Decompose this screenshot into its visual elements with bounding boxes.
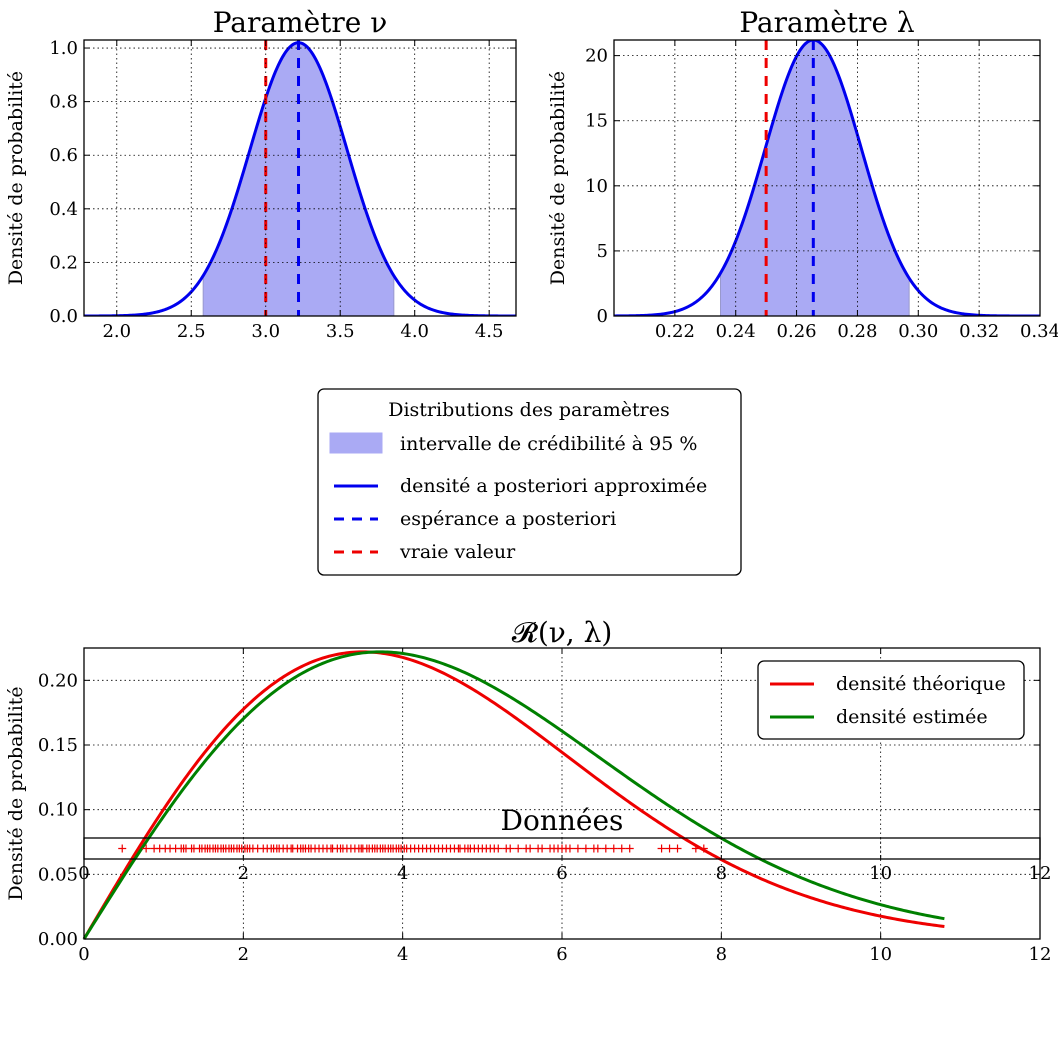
data-point <box>657 844 666 853</box>
data-point <box>601 844 610 853</box>
plot-area <box>84 40 516 316</box>
rayleigh-legend: densité théorique densité estimée <box>757 660 1025 740</box>
x-tick-label: 4.0 <box>400 321 429 342</box>
legend-title: Distributions des paramètres <box>388 399 670 421</box>
data-point <box>142 844 151 853</box>
data-point <box>565 844 574 853</box>
y-tick-label: 10 <box>585 176 608 197</box>
x-tick-label: 4 <box>397 863 408 884</box>
rayleigh-legend-label-estimated: densité estimée <box>836 706 988 728</box>
panel-lambda: 0.22 0.24 0.26 0.28 0.30 0.32 0.34 0 5 10 15 20 Para… <box>547 6 1058 342</box>
panel-rayleigh-density: 0 2 4 6 8 10 12 0.00 0.05 0.10 0.15 0.20 𝓡(ν, λ) Dens… <box>5 616 1051 965</box>
x-tick-label: 12 <box>1029 944 1052 965</box>
plot-frame <box>613 39 1041 317</box>
data-point <box>617 844 626 853</box>
y-tick-label: 0.0 <box>49 306 78 327</box>
data-point <box>699 844 708 853</box>
data-point <box>609 844 618 853</box>
data-point <box>118 844 127 853</box>
x-tick-label: 3.0 <box>251 321 280 342</box>
x-tick-label: 0.28 <box>837 321 877 342</box>
legend-swatch-credible-interval <box>329 432 383 454</box>
data-point <box>526 844 535 853</box>
x-tick-label: 0.32 <box>959 321 999 342</box>
y-tick-label: 0.05 <box>38 864 78 885</box>
x-tick-label: 4.5 <box>475 321 504 342</box>
plot-frame <box>83 647 1041 940</box>
data-point <box>538 844 547 853</box>
y-tick-label: 5 <box>597 241 608 262</box>
plot-frame <box>83 837 1041 860</box>
data-point <box>581 844 590 853</box>
chart-title: Paramètre ν <box>213 6 388 39</box>
x-tick-label: 4 <box>397 944 408 965</box>
y-tick-label: 0 <box>597 306 608 327</box>
y-tick-label: 0.8 <box>49 92 78 113</box>
y-tick-label: 0.20 <box>38 670 78 691</box>
legend-label-credible-interval: intervalle de crédibilité à 95 % <box>400 433 697 455</box>
data-point <box>573 844 582 853</box>
x-tick-label: 0.24 <box>716 321 756 342</box>
parameter-legend: Distributions des paramètres intervalle … <box>317 388 742 576</box>
posterior-density-curve <box>614 40 1040 316</box>
x-tick-label: 3.5 <box>326 321 355 342</box>
y-tick-label: 0.00 <box>38 929 78 950</box>
panel-nu: 2.0 2.5 3.0 3.5 4.0 4.5 0.0 0.2 0.4 0.6 0.8 1.0 Para… <box>5 6 517 342</box>
x-tick-label: 6 <box>556 944 567 965</box>
y-tick-label: 1.0 <box>49 38 78 59</box>
y-axis-label: Densité de probabilité <box>5 686 27 900</box>
x-tick-label: 2 <box>238 863 249 884</box>
data-point <box>665 844 674 853</box>
rayleigh-legend-label-theoretical: densité théorique <box>836 673 1006 695</box>
plot-area <box>614 40 1040 316</box>
y-tick-label: 0.4 <box>49 199 78 220</box>
theoretical-density-curve <box>82 650 945 940</box>
x-tick-label: 6 <box>556 863 567 884</box>
x-tick-label: 10 <box>869 863 892 884</box>
data-point <box>673 844 682 853</box>
x-tick-label: 2.0 <box>102 321 131 342</box>
legend-frame <box>317 388 742 576</box>
data-point <box>625 844 634 853</box>
x-tick-label: 0 <box>78 944 89 965</box>
legend-label-posterior-density: densité a posteriori approximée <box>400 475 707 497</box>
y-tick-label: 0.6 <box>49 145 78 166</box>
data-point <box>691 844 700 853</box>
x-tick-label: 2.5 <box>177 321 206 342</box>
y-axis-label: Densité de probabilité <box>5 71 27 285</box>
data-point <box>506 844 515 853</box>
chart-title: Paramètre λ <box>739 6 914 39</box>
x-tick-label: 8 <box>716 944 727 965</box>
y-axis-label: Densité de probabilité <box>547 71 569 285</box>
credible-interval-area <box>720 40 910 316</box>
legend-label-posterior-mean: espérance a posteriori <box>400 508 616 530</box>
chart-title: Données <box>501 804 624 837</box>
rayleigh-legend-frame <box>757 660 1025 740</box>
x-tick-label: 0.30 <box>898 321 938 342</box>
y-tick-label: 20 <box>585 46 608 67</box>
y-tick-label: 0.10 <box>38 800 78 821</box>
x-tick-label: 0.26 <box>777 321 817 342</box>
y-tick-label: 0.2 <box>49 252 78 273</box>
legend-label-true-value: vraie valeur <box>399 541 516 563</box>
data-point <box>514 844 523 853</box>
x-tick-label: 12 <box>1029 863 1052 884</box>
data-point <box>593 844 602 853</box>
data-point <box>494 844 503 853</box>
panel-data: 0 2 4 6 8 10 12 Données <box>78 804 1051 884</box>
x-tick-label: 0.34 <box>1020 321 1058 342</box>
x-tick-label: 0.22 <box>655 321 695 342</box>
estimated-density-curve <box>82 650 945 940</box>
y-tick-label: 0.15 <box>38 735 78 756</box>
y-tick-label: 15 <box>585 111 608 132</box>
plot-frame <box>83 39 517 317</box>
x-tick-label: 8 <box>716 863 727 884</box>
x-tick-label: 2 <box>238 944 249 965</box>
x-tick-label: 0 <box>78 863 89 884</box>
x-tick-label: 10 <box>869 944 892 965</box>
chart-title: 𝓡(ν, λ) <box>512 616 613 649</box>
